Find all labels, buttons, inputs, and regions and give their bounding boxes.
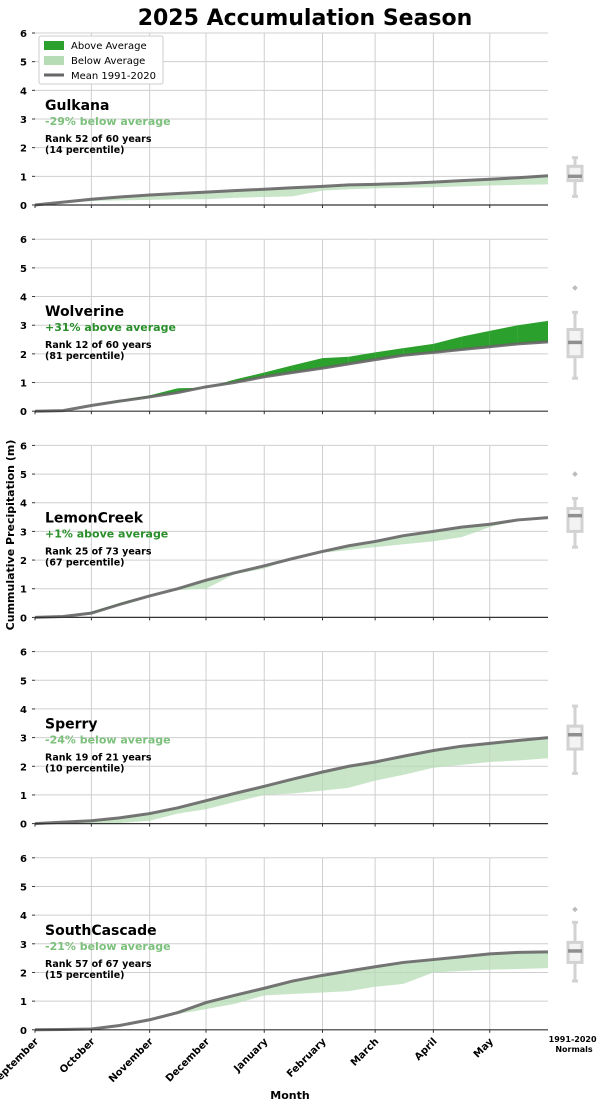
x-tick-label: September xyxy=(0,1036,41,1088)
x-tick-label: November xyxy=(107,1036,156,1085)
legend-label-below: Below Average xyxy=(71,56,145,67)
rank-text: Rank 19 of 21 years xyxy=(45,753,152,764)
y-tick-label: 4 xyxy=(20,293,27,304)
y-tick-label: 6 xyxy=(20,648,27,659)
percentile-text: (10 percentile) xyxy=(45,764,124,775)
y-tick-label: 5 xyxy=(20,676,27,687)
panel-southcascade: 0 1 2 3 4 5 6 SouthCascade-21% below average Ran… xyxy=(20,854,582,1037)
percentile-text: (81 percentile) xyxy=(45,351,124,362)
boxplot-box xyxy=(568,726,582,749)
x-tick-label: February xyxy=(285,1036,329,1080)
y-tick-label: 1 xyxy=(20,791,27,802)
above-average-area xyxy=(518,321,548,344)
y-tick-label: 1 xyxy=(20,172,27,183)
boxplot-outlier xyxy=(572,471,578,477)
y-tick-label: 5 xyxy=(20,264,27,275)
y-tick-label: 5 xyxy=(20,882,27,893)
below-average-area xyxy=(518,952,548,969)
anomaly-text: -29% below average xyxy=(45,115,171,128)
y-tick-label: 3 xyxy=(20,734,27,745)
normals-boxplot xyxy=(568,158,582,197)
legend: Above Average Below Average Mean 1991-20… xyxy=(39,36,163,84)
y-tick-label: 0 xyxy=(20,820,27,831)
normals-boxplot xyxy=(568,907,582,981)
y-tick-label: 4 xyxy=(20,911,27,922)
y-tick-label: 2 xyxy=(20,144,27,155)
y-axis-label: Cummulative Precipitation (m) xyxy=(4,440,17,631)
station-name: Wolverine xyxy=(45,304,124,320)
anomaly-text: +31% above average xyxy=(45,321,176,334)
rank-text: Rank 25 of 73 years xyxy=(45,546,152,557)
y-tick-label: 4 xyxy=(20,86,27,97)
y-tick-label: 2 xyxy=(20,350,27,361)
station-name: Sperry xyxy=(45,717,98,733)
station-name: LemonCreek xyxy=(45,510,144,526)
normals-label: 1991-2020 Normals xyxy=(549,1035,600,1054)
legend-label-above: Above Average xyxy=(71,41,147,52)
y-tick-label: 6 xyxy=(20,854,27,865)
y-tick-label: 2 xyxy=(20,556,27,567)
y-tick-label: 3 xyxy=(20,527,27,538)
x-tick-label: March xyxy=(349,1036,381,1068)
y-tick-label: 1 xyxy=(20,379,27,390)
y-tick-label: 6 xyxy=(20,441,27,452)
legend-label-mean: Mean 1991-2020 xyxy=(71,71,156,82)
y-tick-label: 3 xyxy=(20,940,27,951)
y-tick-label: 0 xyxy=(20,407,27,418)
normals-boxplot xyxy=(568,285,582,378)
panel-wolverine: 0 1 2 3 4 5 6 Wolverine+31% above average Rank 1… xyxy=(20,235,582,418)
x-axis-label: Month xyxy=(270,1089,309,1102)
x-tick-label: January xyxy=(232,1036,271,1075)
y-tick-label: 5 xyxy=(20,470,27,481)
y-tick-label: 4 xyxy=(20,705,27,716)
x-tick-label: December xyxy=(164,1036,212,1084)
x-tick-label: April xyxy=(413,1036,440,1063)
x-tick-label: October xyxy=(58,1036,98,1076)
percentile-text: (67 percentile) xyxy=(45,557,124,568)
legend-swatch-below xyxy=(44,56,64,65)
y-tick-label: 0 xyxy=(20,1026,27,1037)
normals-boxplot xyxy=(568,471,582,547)
y-tick-label: 3 xyxy=(20,321,27,332)
y-tick-label: 0 xyxy=(20,201,27,212)
rank-text: Rank 12 of 60 years xyxy=(45,340,152,351)
y-tick-label: 6 xyxy=(20,235,27,246)
boxplot-box xyxy=(568,508,582,531)
boxplot-outlier xyxy=(572,285,578,291)
y-tick-label: 5 xyxy=(20,58,27,69)
legend-swatch-above xyxy=(44,41,64,50)
y-tick-label: 2 xyxy=(20,762,27,773)
station-name: Gulkana xyxy=(45,98,109,114)
anomaly-text: +1% above average xyxy=(45,527,168,540)
rank-text: Rank 57 of 67 years xyxy=(45,959,152,970)
y-tick-label: 6 xyxy=(20,29,27,40)
y-tick-label: 1 xyxy=(20,997,27,1008)
y-tick-label: 1 xyxy=(20,585,27,596)
rank-text: Rank 52 of 60 years xyxy=(45,134,152,145)
boxplot-box xyxy=(568,166,582,180)
y-tick-label: 0 xyxy=(20,613,27,624)
normals-boxplot xyxy=(568,706,582,773)
y-tick-label: 4 xyxy=(20,499,27,510)
chart-title: 2025 Accumulation Season xyxy=(138,6,473,31)
y-tick-label: 2 xyxy=(20,968,27,979)
percentile-text: (14 percentile) xyxy=(45,145,124,156)
anomaly-text: -21% below average xyxy=(45,940,171,953)
percentile-text: (15 percentile) xyxy=(45,970,124,981)
x-tick-label: May xyxy=(472,1036,496,1060)
boxplot-outlier xyxy=(572,907,578,913)
y-tick-label: 3 xyxy=(20,115,27,126)
panel-sperry: 0 1 2 3 4 5 6 Sperry-24% below average Rank 19 o… xyxy=(20,648,582,831)
station-name: SouthCascade xyxy=(45,923,157,939)
panel-lemoncreek: 0 1 2 3 4 5 6 LemonCreek+1% above average Rank 2… xyxy=(20,441,582,624)
anomaly-text: -24% below average xyxy=(45,734,171,747)
